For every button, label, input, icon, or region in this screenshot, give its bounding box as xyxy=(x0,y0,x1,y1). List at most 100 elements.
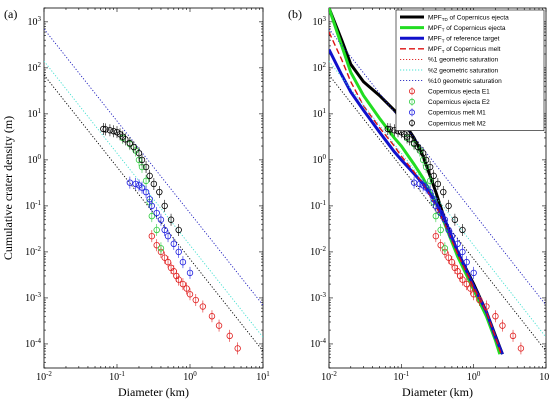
y-tick-label: 10-2 xyxy=(310,245,326,258)
data-point xyxy=(175,276,182,283)
data-point xyxy=(451,216,459,223)
data-point xyxy=(126,179,134,186)
data-point xyxy=(102,126,109,133)
data-point xyxy=(153,209,160,217)
data-point xyxy=(179,258,187,266)
data-point xyxy=(110,128,117,135)
data-point xyxy=(161,254,168,261)
y-tick-label: 100 xyxy=(28,153,42,166)
data-point xyxy=(437,209,444,217)
data-point xyxy=(426,177,434,185)
y-tick-label: 10-2 xyxy=(25,245,41,258)
legend-swatch xyxy=(408,88,415,95)
data-point xyxy=(100,125,107,133)
data-point xyxy=(130,143,138,151)
data-point xyxy=(432,232,440,240)
data-point xyxy=(150,180,158,188)
data-point xyxy=(384,125,392,133)
x-axis-title: Diameter (km) xyxy=(118,385,189,399)
data-point xyxy=(445,202,452,210)
plot-area xyxy=(44,28,263,355)
data-point xyxy=(517,345,525,352)
data-point xyxy=(440,188,447,196)
y-tick-label: 10-3 xyxy=(310,291,326,304)
data-point xyxy=(153,241,160,249)
data-point xyxy=(419,149,427,157)
y-tick-label: 103 xyxy=(313,15,327,28)
data-point xyxy=(476,296,483,304)
legend-swatch xyxy=(408,109,415,116)
data-point xyxy=(426,163,434,171)
legend-label: %1 geometric saturation xyxy=(428,57,498,64)
data-point xyxy=(122,136,129,143)
data-point xyxy=(441,216,449,223)
x-tick-label: 101 xyxy=(539,370,550,383)
y-tick-label: 10-3 xyxy=(25,291,41,304)
data-point xyxy=(432,202,440,210)
data-point xyxy=(157,245,165,252)
y-tick-label: 10-4 xyxy=(310,337,326,350)
legend-label: MPFT of Copernicus ejecta xyxy=(428,25,506,33)
legend-label: %2 geometric saturation xyxy=(428,67,498,74)
data-point xyxy=(146,172,153,180)
data-point xyxy=(170,240,178,248)
data-point xyxy=(208,313,216,320)
data-point xyxy=(432,212,440,220)
data-point xyxy=(422,156,430,164)
data-point xyxy=(448,232,456,240)
data-point xyxy=(492,313,499,320)
data-point xyxy=(459,248,466,256)
data-point xyxy=(234,345,241,352)
y-axis-title: Cumulative crater density (m) xyxy=(1,116,15,260)
plot-frame xyxy=(43,7,264,369)
data-point xyxy=(437,226,444,234)
legend-swatch xyxy=(408,120,415,127)
data-point xyxy=(106,127,114,134)
data-point xyxy=(499,322,506,329)
legend-label: MPFT of Copernicus melt xyxy=(428,46,501,54)
data-point xyxy=(483,303,490,310)
data-point xyxy=(422,184,430,191)
y-tick-label: 100 xyxy=(313,153,327,166)
data-point xyxy=(153,226,160,234)
data-point xyxy=(146,195,153,203)
data-point xyxy=(406,136,413,143)
y-tick-label: 103 xyxy=(28,15,42,28)
data-point xyxy=(199,303,207,310)
data-point xyxy=(467,285,474,292)
data-point xyxy=(386,126,394,133)
data-point xyxy=(470,291,477,298)
legend-label: Copernicus melt M2 xyxy=(428,120,486,127)
panel-label: (a) xyxy=(4,7,17,21)
data-point xyxy=(142,177,150,185)
data-point xyxy=(126,140,134,147)
data-point xyxy=(226,332,233,340)
x-tick-label: 10-1 xyxy=(393,370,409,383)
x-axis-title: Diameter (km) xyxy=(402,385,473,399)
legend-label: %10 geometric saturation xyxy=(428,78,502,85)
panel-label: (b) xyxy=(288,7,302,21)
data-point xyxy=(463,280,470,288)
data-point xyxy=(175,226,182,234)
y-tick-label: 10-1 xyxy=(25,199,41,212)
legend-label: MPFTD of Copernicus ejecta xyxy=(428,14,509,22)
data-point xyxy=(148,232,156,240)
data-point xyxy=(138,184,146,191)
legend: MPFTD of Copernicus ejecta MPFT of Copern… xyxy=(395,9,545,131)
data-point xyxy=(441,245,449,252)
data-point xyxy=(186,291,194,298)
legend-label: Copernicus ejecta E2 xyxy=(428,99,490,106)
data-point xyxy=(445,254,452,261)
data-point xyxy=(430,195,437,203)
data-point xyxy=(148,202,156,210)
series-line xyxy=(329,31,502,355)
data-point xyxy=(161,202,168,210)
data-point xyxy=(463,258,470,266)
data-point xyxy=(437,241,444,249)
data-point xyxy=(183,285,190,292)
data-point xyxy=(161,226,168,234)
plot-frame xyxy=(328,7,547,369)
data-point xyxy=(414,143,422,151)
data-point xyxy=(142,163,150,171)
y-tick-label: 101 xyxy=(313,107,327,120)
